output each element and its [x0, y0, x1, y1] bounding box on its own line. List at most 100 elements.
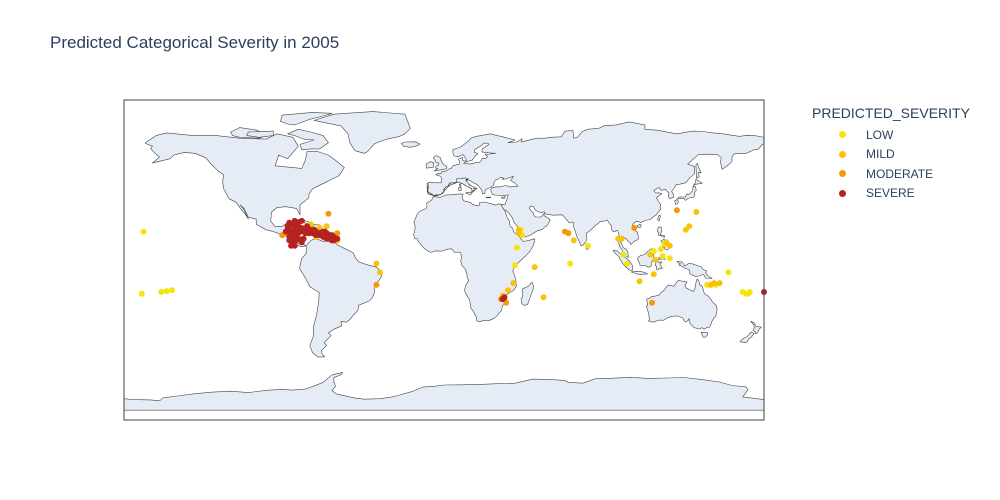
- point-mild[interactable]: [540, 294, 547, 301]
- point-mild[interactable]: [636, 278, 643, 285]
- land-madagascar: [520, 281, 535, 306]
- point-mild[interactable]: [531, 264, 538, 271]
- point-severe[interactable]: [300, 235, 307, 242]
- land-layer: [123, 111, 765, 411]
- legend-label-mild: MILD: [866, 147, 895, 162]
- land-greenland: [313, 111, 411, 154]
- point-severe[interactable]: [297, 225, 303, 231]
- land-iceland: [401, 141, 421, 148]
- land-japan-hokkaido: [692, 179, 703, 187]
- point-mild[interactable]: [377, 269, 383, 276]
- point-low[interactable]: [624, 260, 631, 267]
- point-mild[interactable]: [505, 287, 511, 294]
- land-hainan: [636, 224, 642, 228]
- land-italy: [456, 177, 478, 193]
- land-nz-north: [750, 320, 762, 334]
- land-south-america: [299, 238, 383, 358]
- land-ireland: [425, 161, 435, 169]
- map-frame: [123, 99, 765, 421]
- point-mild[interactable]: [652, 257, 659, 263]
- series-severe: [282, 217, 767, 303]
- point-moderate[interactable]: [649, 299, 655, 306]
- land-crete: [485, 196, 492, 199]
- points-layer: [138, 207, 767, 306]
- point-mild[interactable]: [666, 242, 673, 249]
- legend-label-moderate: MODERATE: [866, 166, 934, 181]
- land-great-britain: [433, 155, 448, 172]
- point-mild[interactable]: [570, 237, 577, 244]
- point-mild[interactable]: [716, 280, 723, 287]
- legend-swatch-mild: [839, 150, 846, 158]
- land-japan-honshu: [676, 186, 697, 201]
- legend-swatch-low: [839, 131, 846, 139]
- land-corsica: [459, 183, 462, 187]
- land-kyushu: [674, 199, 679, 205]
- land-sicily: [465, 191, 472, 196]
- land-sakhalin: [695, 163, 702, 179]
- legend-title: PREDICTED_SEVERITY: [812, 105, 970, 121]
- legend-item-severe[interactable]: SEVERE: [812, 184, 992, 204]
- legend-label-low: LOW: [866, 127, 894, 142]
- land-ellesmere: [280, 112, 333, 126]
- legend-item-moderate[interactable]: MODERATE: [812, 164, 992, 184]
- point-low[interactable]: [513, 244, 520, 251]
- point-low[interactable]: [140, 228, 147, 235]
- land-java: [630, 271, 648, 275]
- point-low[interactable]: [746, 289, 753, 295]
- point-moderate[interactable]: [373, 281, 380, 288]
- point-low[interactable]: [666, 255, 673, 262]
- legend-item-mild[interactable]: MILD: [812, 145, 992, 165]
- legend: PREDICTED_SEVERITY LOW MILD MODERATE SEV…: [812, 105, 992, 203]
- point-low[interactable]: [567, 260, 574, 267]
- point-low[interactable]: [169, 287, 175, 294]
- land-taiwan: [657, 215, 661, 222]
- point-moderate[interactable]: [565, 230, 572, 237]
- land-antarctica: [123, 372, 765, 411]
- point-severe[interactable]: [501, 294, 508, 301]
- point-mild[interactable]: [515, 226, 522, 233]
- legend-item-low[interactable]: LOW: [812, 125, 992, 145]
- point-severe[interactable]: [289, 233, 296, 240]
- land-luzon: [657, 226, 665, 238]
- chart-title: Predicted Categorical Severity in 2005: [50, 33, 340, 52]
- point-low[interactable]: [725, 269, 732, 276]
- point-mild[interactable]: [510, 280, 517, 287]
- point-severe[interactable]: [298, 217, 305, 224]
- point-mild[interactable]: [650, 271, 657, 278]
- point-mild[interactable]: [707, 281, 714, 288]
- point-severe[interactable]: [289, 241, 296, 247]
- land-nz-south: [739, 331, 755, 344]
- point-low[interactable]: [585, 242, 591, 249]
- point-low[interactable]: [512, 262, 519, 269]
- point-moderate[interactable]: [673, 207, 680, 214]
- point-mild[interactable]: [693, 209, 700, 215]
- point-moderate[interactable]: [325, 210, 332, 217]
- legend-swatch-severe: [839, 189, 846, 197]
- land-north-america: [145, 132, 345, 247]
- point-low[interactable]: [158, 289, 165, 295]
- series-mild: [289, 209, 723, 301]
- point-low[interactable]: [620, 251, 627, 258]
- land-tasmania: [700, 332, 708, 338]
- point-mild[interactable]: [647, 251, 654, 258]
- point-mild[interactable]: [686, 223, 693, 230]
- land-victoria-island: [246, 130, 274, 138]
- land-cyprus: [501, 196, 506, 199]
- legend-label-severe: SEVERE: [866, 186, 915, 201]
- land-new-guinea: [676, 261, 713, 279]
- point-low[interactable]: [659, 253, 666, 260]
- land-africa: [413, 193, 536, 323]
- land-australia: [646, 278, 718, 330]
- land-sardinia: [458, 186, 462, 192]
- point-mild[interactable]: [618, 235, 625, 242]
- point-severe[interactable]: [284, 226, 291, 233]
- point-mild[interactable]: [323, 223, 330, 230]
- point-low[interactable]: [163, 288, 170, 295]
- point-severe[interactable]: [330, 237, 337, 244]
- point-low[interactable]: [138, 290, 145, 297]
- point-moderate[interactable]: [631, 225, 638, 231]
- legend-swatch-moderate: [839, 170, 846, 178]
- point-mild[interactable]: [373, 260, 380, 267]
- point-low[interactable]: [657, 246, 664, 253]
